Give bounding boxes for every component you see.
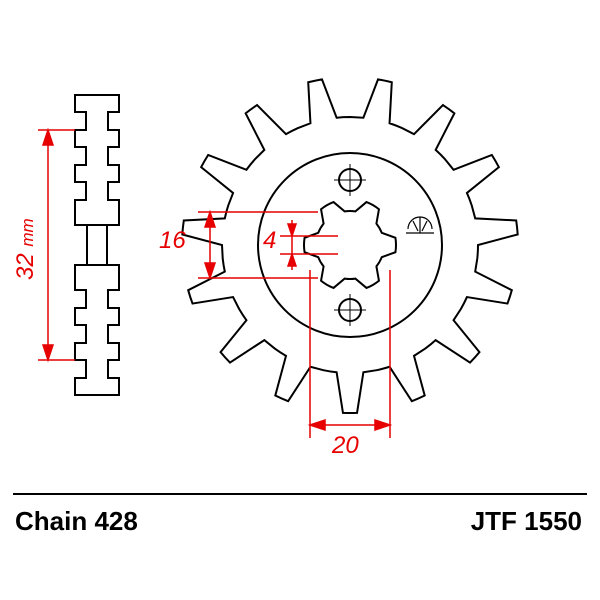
dim-4-text: 4 — [263, 227, 276, 255]
dim-32mm — [38, 130, 75, 360]
dimensions-face — [198, 212, 390, 438]
dim-20-text: 20 — [332, 432, 359, 460]
dim-32-text: 32 mm — [12, 218, 40, 280]
sprocket-face — [182, 79, 517, 413]
dim-16-text: 16 — [159, 227, 186, 255]
technical-drawing: 32 mm 16 4 20 Chain 428 JTF 1550 — [0, 0, 600, 600]
chain-label: Chain 428 — [15, 506, 138, 537]
side-profile — [75, 95, 119, 395]
part-number: JTF 1550 — [471, 506, 582, 537]
